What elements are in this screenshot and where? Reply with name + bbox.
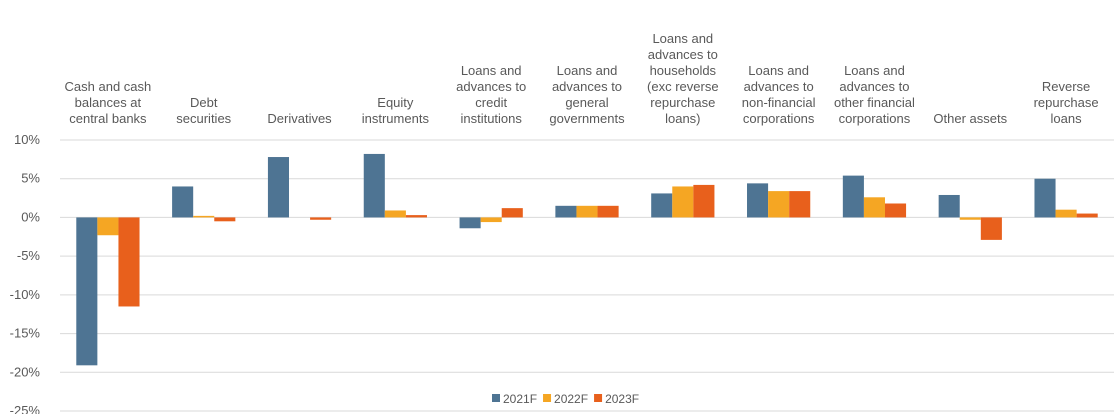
category-label: Cash and cash balances at central banks — [65, 79, 152, 126]
y-tick-label: -20% — [10, 364, 41, 379]
category-label: Loans and advances to non-financial corpora… — [742, 63, 816, 126]
bar — [1055, 209, 1077, 218]
bar — [193, 215, 215, 218]
bar — [597, 205, 619, 218]
category-label: Debt securities — [176, 95, 231, 126]
y-tick-label: -15% — [10, 326, 41, 341]
bar — [789, 191, 811, 218]
bar — [747, 183, 769, 218]
bar — [651, 193, 673, 218]
bar — [555, 205, 577, 218]
bar — [267, 157, 290, 218]
y-tick-label: -5% — [17, 248, 41, 263]
bar — [938, 194, 960, 218]
bar — [97, 217, 119, 236]
y-tick-label: -10% — [10, 287, 41, 302]
legend-swatch — [543, 394, 552, 402]
category-label: Loans and advances to general governments — [549, 63, 625, 126]
bar — [480, 217, 502, 223]
category-label: Equity instruments — [362, 95, 430, 126]
category-label: Loans and advances to households (exc rever… — [647, 31, 719, 126]
bar — [363, 153, 385, 218]
category-label: Loans and advances to credit institutions — [456, 63, 526, 126]
bar — [693, 184, 715, 218]
y-tick-label: 0% — [21, 209, 40, 224]
category-label: Reverse repurchase loans — [1034, 79, 1099, 126]
bar — [501, 208, 523, 218]
bar — [384, 210, 406, 218]
bar — [118, 217, 140, 307]
bar — [672, 186, 694, 218]
bar — [76, 217, 98, 366]
bar — [459, 217, 481, 229]
bar — [768, 191, 790, 218]
bar — [842, 175, 864, 218]
legend-swatch — [594, 394, 603, 402]
bar — [863, 197, 885, 218]
bar — [172, 186, 194, 218]
y-tick-label: 5% — [21, 171, 40, 186]
legend-label: 2022F — [554, 392, 588, 406]
legend-swatch — [492, 394, 500, 402]
legend-label: 2023F — [605, 392, 639, 406]
bar — [1076, 213, 1098, 218]
bar — [310, 217, 332, 220]
bar — [959, 217, 981, 220]
legend-label: 2021F — [503, 392, 537, 406]
category-label: Derivatives — [267, 111, 332, 126]
bar — [1034, 178, 1056, 218]
bar — [980, 217, 1002, 240]
category-label: Other assets — [933, 111, 1007, 126]
bar — [405, 215, 427, 218]
bar — [576, 205, 598, 218]
bar — [884, 203, 907, 218]
y-tick-label: -25% — [10, 403, 41, 414]
category-label: Loans and advances to other financial corpo… — [834, 63, 915, 126]
y-tick-label: 10% — [14, 132, 40, 147]
bar — [214, 217, 236, 222]
